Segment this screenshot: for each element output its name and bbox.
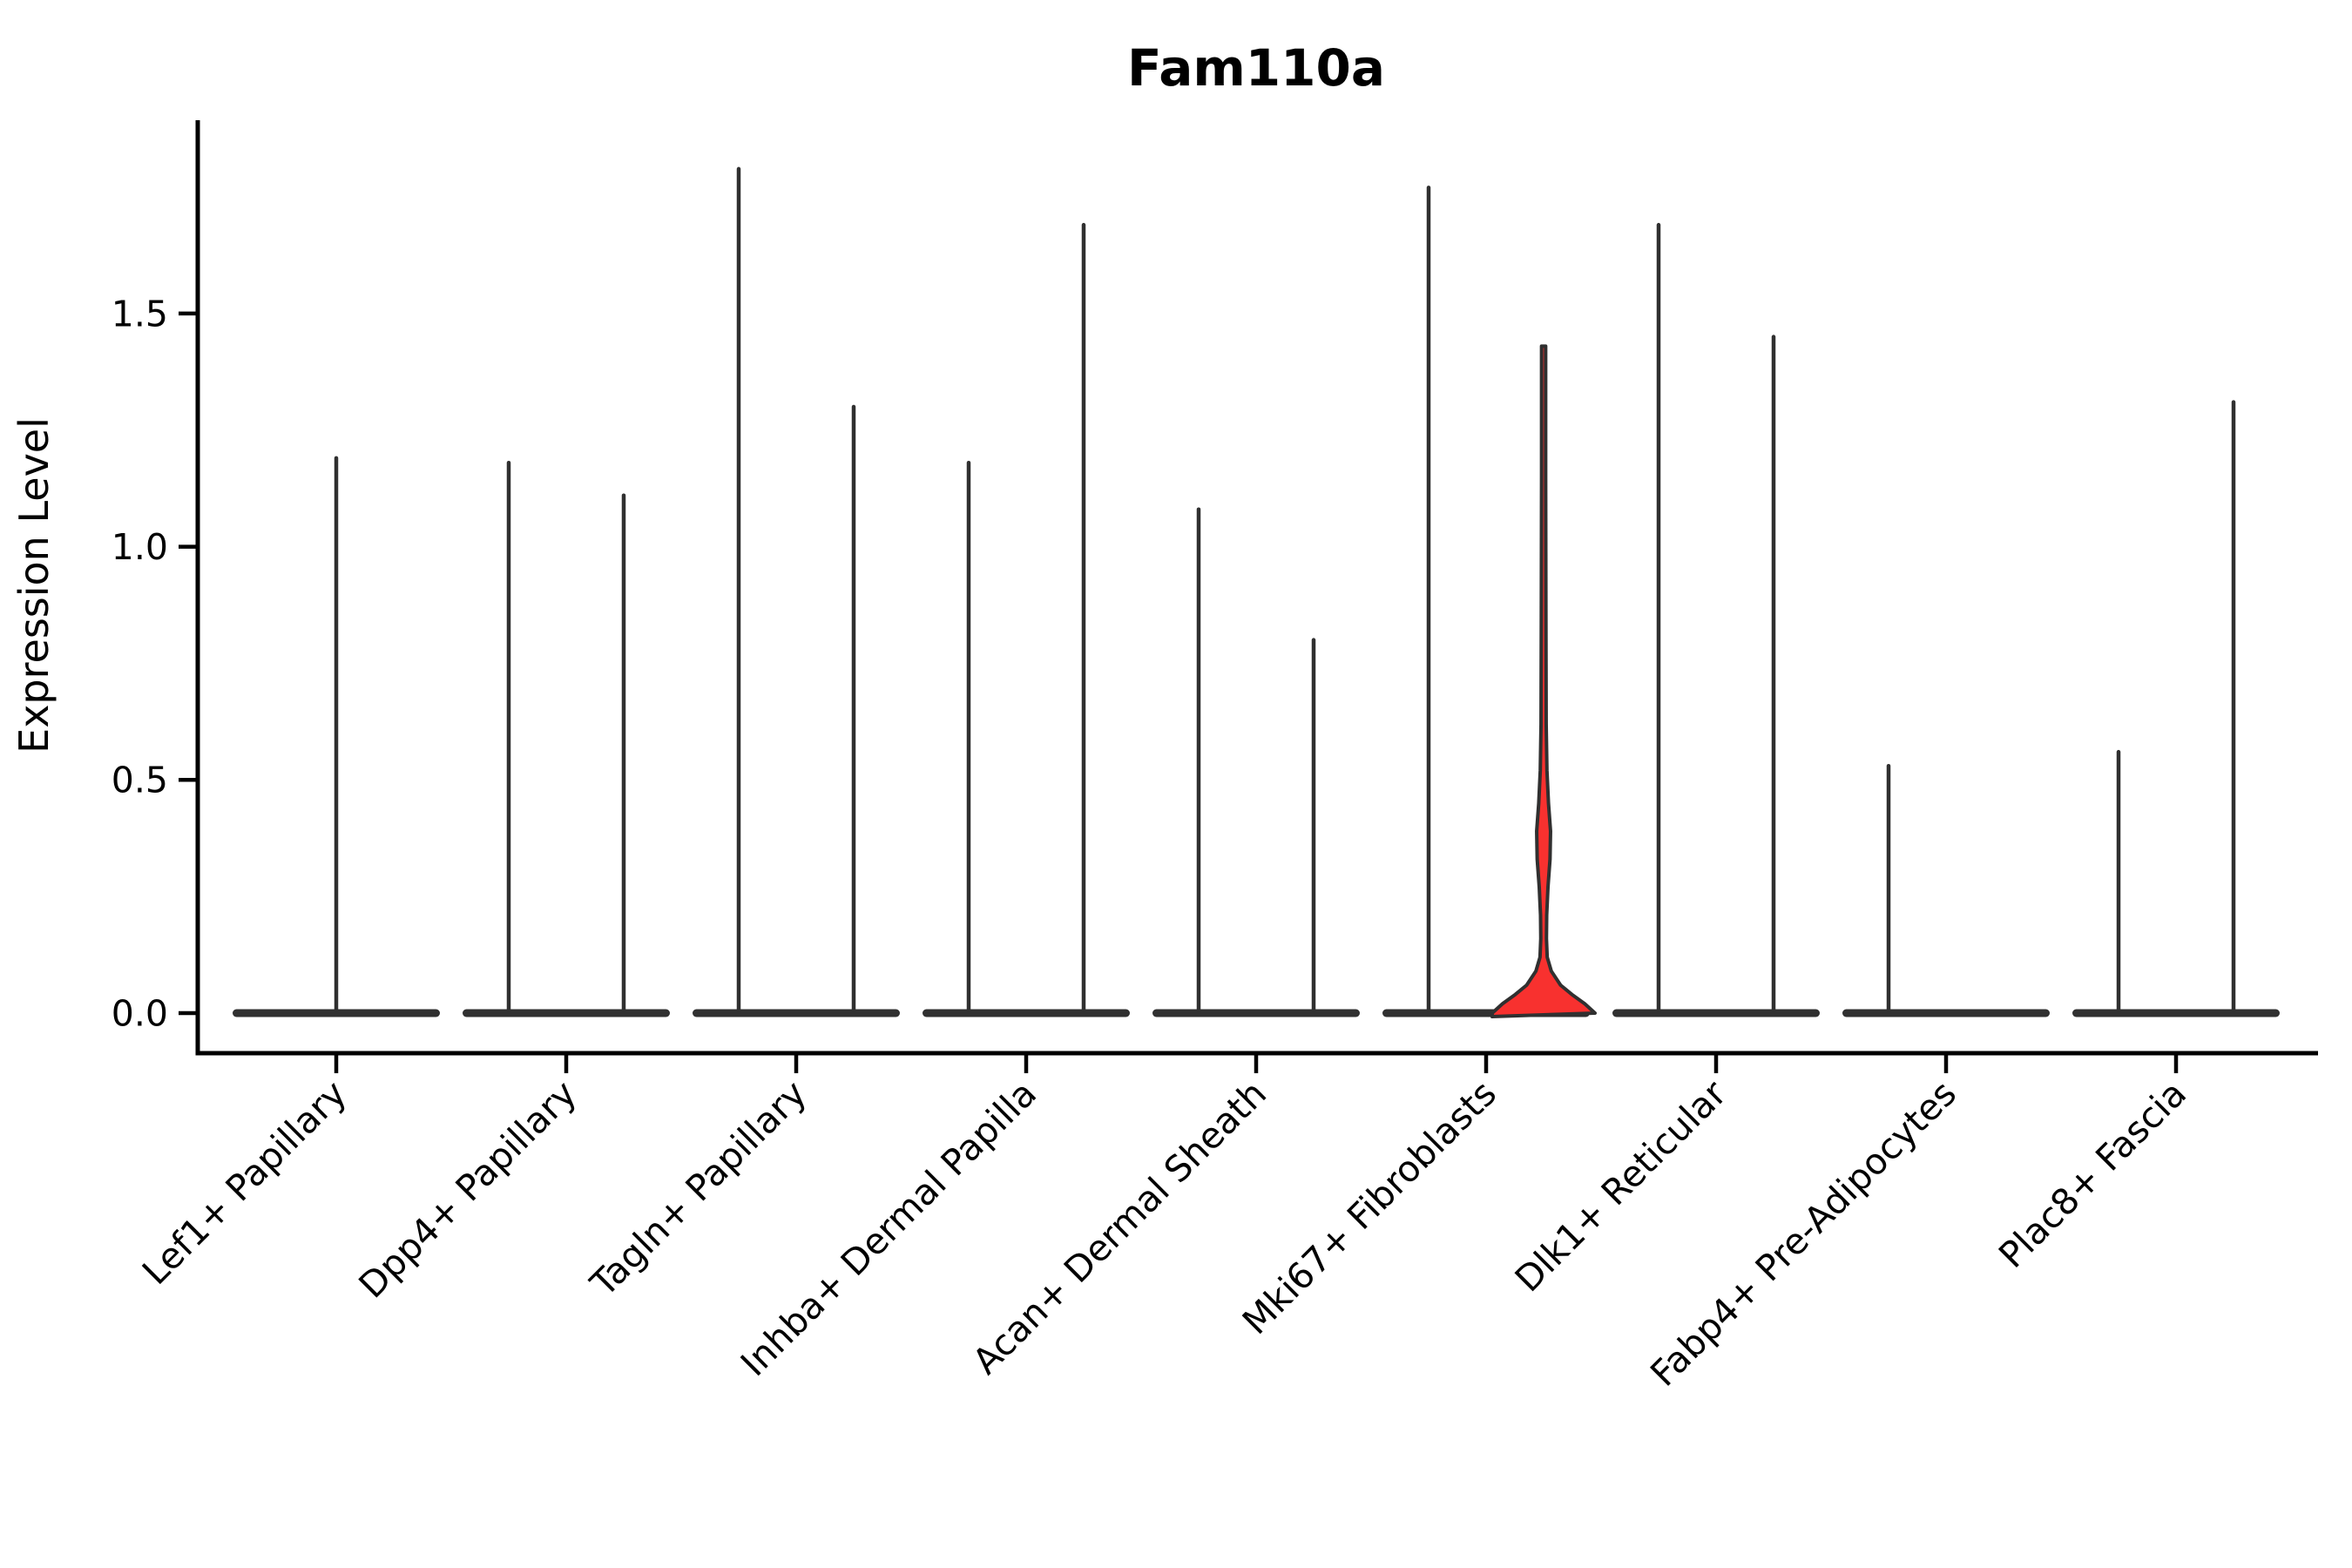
y-tick-label-0.0: 0.0 [112,992,168,1034]
violin-base-dpp4-papillary [463,1009,670,1017]
y-tick-label-0.5: 0.5 [112,760,168,801]
violins-layer [233,166,2280,1018]
violin-base-inhba-dermal-papilla [923,1009,1130,1017]
violin-base-plac8-fascia [2072,1009,2280,1017]
x-axis-label-lef1-papillary: Lef1+ Papillary [134,1072,355,1293]
violin-base-acan-dermal-sheath [1152,1009,1360,1017]
y-tick-label-1.0: 1.0 [112,526,168,568]
x-axis-spine [195,1051,2318,1056]
chart-title: Fam110a [1127,38,1385,98]
x-axis-label-dpp4-papillary: Dpp4+ Papillary [351,1072,585,1306]
x-axis-label-dlk1-reticular: Dlk1+ Reticular [1507,1072,1734,1300]
violin-base-tagln-papillary [693,1009,900,1017]
y-axis-spine [195,120,200,1056]
violin-density-mki67-fibroblasts-right-highlighted [1490,344,1597,1018]
y-tick-label-1.5: 1.5 [112,293,168,335]
violin-base-fabp4-pre-adipocytes [1842,1009,2050,1017]
y-axis-label: Expression Level [10,417,57,754]
x-axis-label-tagln-papillary: Tagln+ Papillary [582,1072,814,1305]
x-axis-label-mki67-fibroblasts: Mki67+ Fibroblasts [1234,1072,1504,1342]
x-axis-label-plac8-fascia: Plac8+ Fascia [1990,1072,2194,1276]
violin-base-dlk1-reticular [1612,1009,1820,1017]
